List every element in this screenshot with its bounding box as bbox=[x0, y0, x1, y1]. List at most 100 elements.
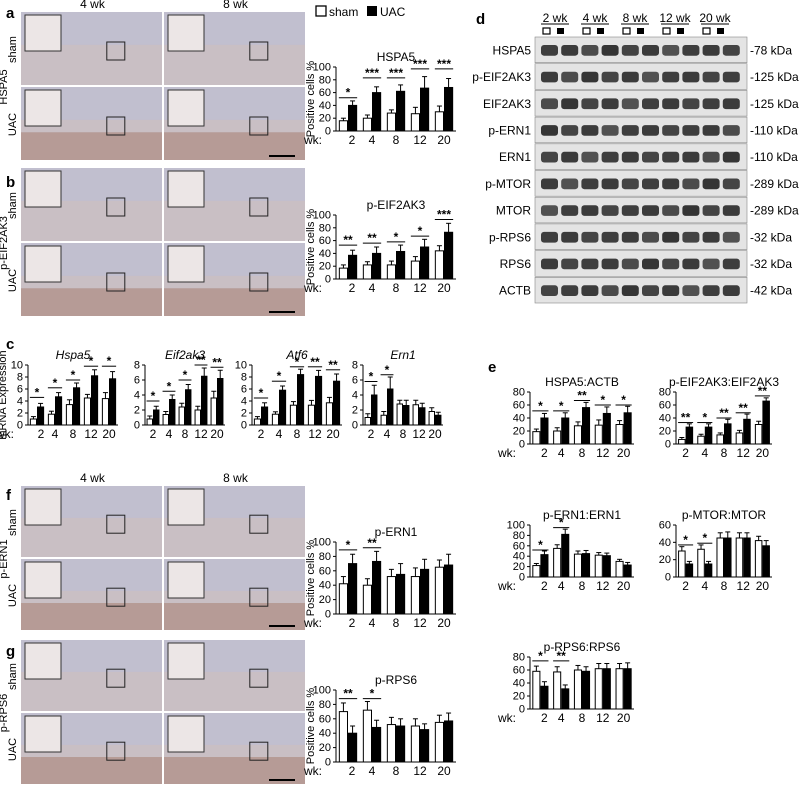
y-tick-label: 40 bbox=[513, 551, 525, 563]
lane-marker-sham bbox=[622, 27, 631, 35]
y-tick-label: 8 bbox=[134, 360, 140, 372]
bar-sham-8 bbox=[386, 112, 396, 132]
band bbox=[662, 258, 680, 270]
inset-magnified bbox=[24, 715, 62, 753]
inset-magnified bbox=[167, 245, 205, 283]
x-tick-label: 8 bbox=[70, 427, 77, 441]
chart-title: p-EIF2AK3:EIF2AK3 bbox=[669, 375, 779, 389]
legend-uac-swatch bbox=[367, 6, 377, 16]
band bbox=[561, 285, 579, 296]
y-axis-label: mRNA Expression bbox=[0, 350, 9, 439]
panel-letter-b: b bbox=[6, 174, 15, 191]
bar-uac-8 bbox=[582, 670, 591, 710]
protein-label: p-EIF2AK3 bbox=[472, 70, 531, 84]
significance-stars: ** bbox=[557, 649, 567, 663]
band bbox=[702, 71, 720, 83]
inset-magnified bbox=[167, 642, 205, 680]
bar-uac-8 bbox=[403, 405, 410, 426]
bar-uac-12 bbox=[420, 87, 430, 132]
x-tick-label: 2 bbox=[349, 133, 356, 147]
panel-letter-a: a bbox=[6, 5, 15, 22]
band bbox=[682, 178, 700, 190]
bar-sham-4 bbox=[697, 548, 705, 578]
y-tick-label: 40 bbox=[319, 728, 331, 740]
bar-sham-4 bbox=[697, 435, 705, 445]
band bbox=[581, 98, 599, 110]
band bbox=[702, 285, 720, 296]
band bbox=[722, 98, 740, 110]
bar-uac-8 bbox=[396, 90, 406, 132]
y-tick-label: 4 bbox=[241, 396, 247, 408]
significance-stars: * bbox=[538, 399, 543, 413]
y-tick-label: 8 bbox=[17, 372, 23, 384]
x-tick-label: 4 bbox=[369, 281, 376, 295]
band bbox=[621, 98, 639, 110]
inset-region-box bbox=[106, 197, 126, 217]
bar-uac-20 bbox=[762, 400, 770, 445]
lane-marker-uac bbox=[717, 28, 724, 34]
x-tick-label: 4 bbox=[369, 133, 376, 147]
panel-letter-e: e bbox=[488, 359, 496, 376]
bar-uac-20 bbox=[333, 380, 341, 426]
inset-region-box bbox=[249, 41, 269, 61]
inset-region-box bbox=[249, 197, 269, 217]
significance-stars: * bbox=[346, 538, 351, 552]
bar-uac-8 bbox=[396, 250, 406, 280]
inset-region-box bbox=[249, 668, 269, 688]
bar-sham-8 bbox=[386, 576, 396, 615]
row-label-uac: UAC bbox=[7, 738, 19, 761]
significance-stars: *** bbox=[389, 66, 403, 80]
y-tick-label: 4 bbox=[17, 396, 23, 408]
panel-letter-c: c bbox=[6, 336, 14, 353]
band bbox=[722, 71, 740, 83]
bar-sham-2 bbox=[532, 670, 541, 710]
y-tick-label: 0 bbox=[17, 420, 23, 432]
bar-uac-2 bbox=[37, 406, 45, 426]
x-tick-label: 8 bbox=[721, 446, 728, 460]
bar-sham-8 bbox=[716, 537, 724, 578]
y-tick-label: 80 bbox=[319, 74, 331, 86]
x-tick-label: 8 bbox=[393, 281, 400, 295]
inset-magnified bbox=[24, 170, 62, 208]
band bbox=[621, 258, 639, 270]
bar-uac-8 bbox=[724, 537, 732, 578]
y-tick-label: 0 bbox=[325, 126, 331, 138]
band bbox=[601, 178, 619, 190]
bar-sham-12 bbox=[594, 424, 603, 445]
band bbox=[702, 45, 720, 56]
micrograph-uac-8wk bbox=[164, 713, 305, 784]
x-tick-label: 12 bbox=[413, 616, 427, 630]
band bbox=[702, 231, 720, 243]
bar-uac-4 bbox=[561, 533, 570, 578]
y-tick-label: 100 bbox=[507, 520, 525, 532]
bar-sham-2 bbox=[678, 438, 686, 445]
band bbox=[621, 178, 639, 190]
bar-uac-8 bbox=[73, 387, 81, 426]
y-tick-label: 60 bbox=[319, 235, 331, 247]
y-tick-label: 40 bbox=[513, 678, 525, 690]
bar-uac-2 bbox=[348, 104, 358, 132]
bar-uac-20 bbox=[109, 378, 117, 426]
bar-uac-4 bbox=[372, 92, 382, 132]
bar-uac-4 bbox=[55, 396, 63, 426]
marker-label: p-RPS6 bbox=[0, 694, 10, 733]
band bbox=[601, 98, 619, 110]
band bbox=[581, 45, 599, 56]
band bbox=[722, 178, 740, 190]
blot-row-p-ern1: p-ERN1 -110 kDa bbox=[488, 116, 798, 144]
protein-label: MTOR bbox=[496, 204, 531, 218]
band bbox=[581, 258, 599, 270]
bar-sham-2 bbox=[29, 418, 37, 426]
band bbox=[621, 45, 639, 56]
week-label: 20 wk bbox=[699, 11, 731, 25]
x-tick-label: 8 bbox=[182, 427, 189, 441]
band bbox=[682, 285, 700, 296]
band bbox=[581, 125, 599, 136]
bar-sham-12 bbox=[410, 260, 420, 280]
